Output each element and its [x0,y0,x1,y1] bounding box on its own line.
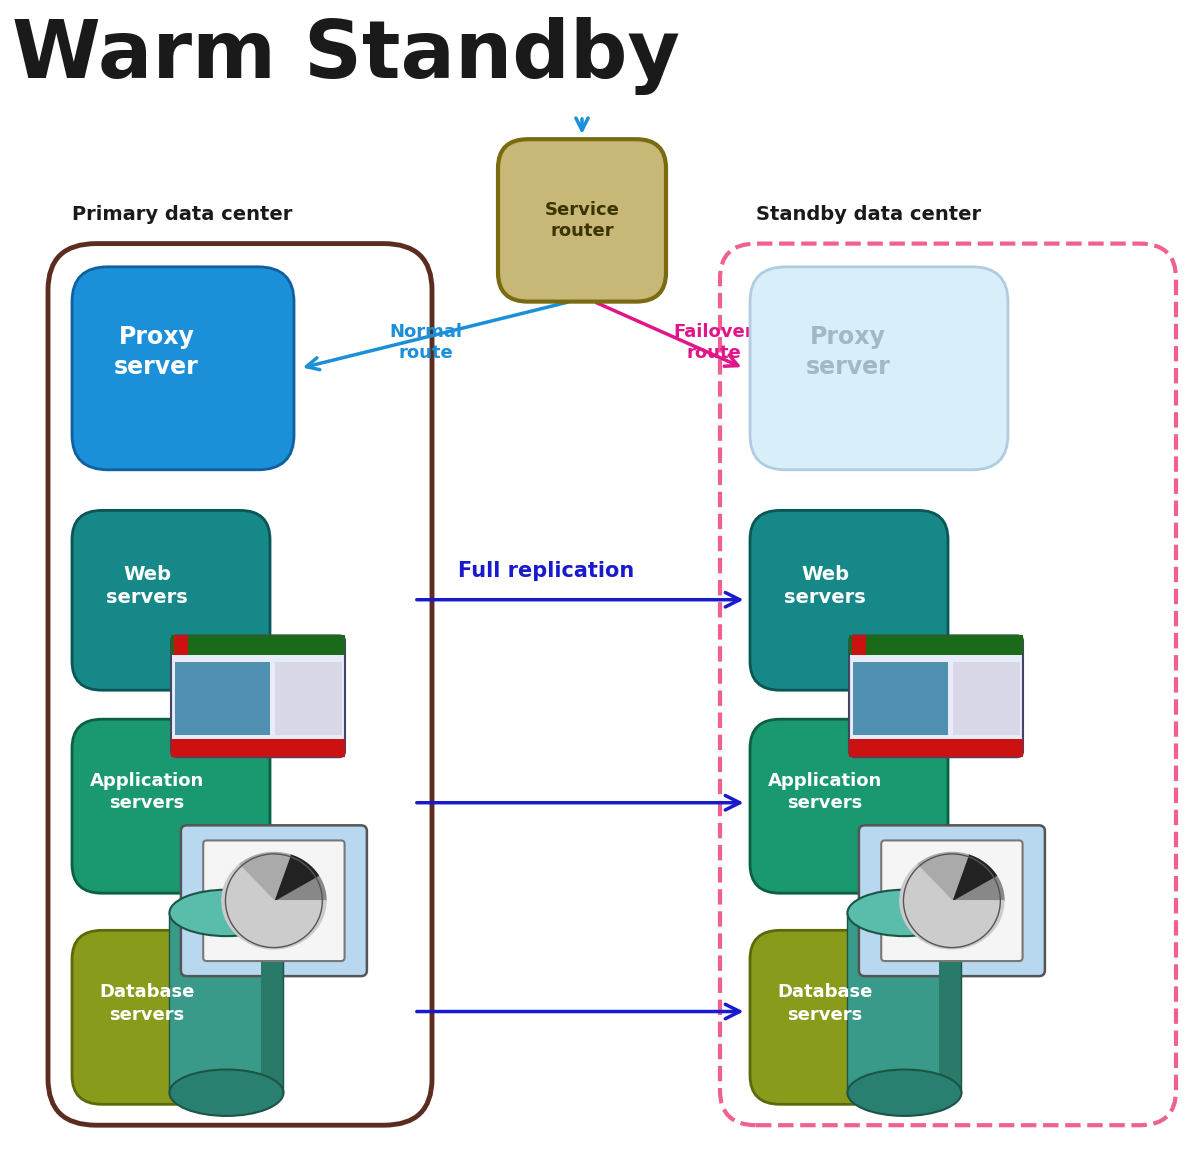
FancyBboxPatch shape [750,267,1008,470]
FancyBboxPatch shape [72,267,294,470]
Polygon shape [952,855,996,900]
Text: Warm Standby: Warm Standby [12,17,680,95]
Ellipse shape [847,1070,961,1116]
FancyBboxPatch shape [276,662,342,735]
Text: Application
servers: Application servers [90,773,204,812]
FancyBboxPatch shape [852,662,948,735]
Polygon shape [274,876,326,900]
Polygon shape [274,855,318,900]
Ellipse shape [847,890,961,936]
FancyBboxPatch shape [881,840,1022,960]
FancyBboxPatch shape [48,244,432,1125]
FancyBboxPatch shape [72,719,270,893]
FancyBboxPatch shape [181,826,367,977]
FancyBboxPatch shape [72,510,270,690]
FancyBboxPatch shape [750,719,948,893]
FancyBboxPatch shape [498,139,666,302]
FancyBboxPatch shape [72,930,270,1104]
FancyBboxPatch shape [175,662,270,735]
FancyBboxPatch shape [859,826,1045,977]
Polygon shape [222,864,326,949]
Text: Normal
route: Normal route [390,322,462,362]
Polygon shape [952,876,1004,900]
FancyBboxPatch shape [953,662,1020,735]
FancyBboxPatch shape [850,739,1022,757]
FancyBboxPatch shape [850,636,1022,757]
FancyBboxPatch shape [169,913,283,1093]
FancyBboxPatch shape [750,510,948,690]
FancyBboxPatch shape [260,913,283,1093]
FancyBboxPatch shape [750,930,948,1104]
FancyBboxPatch shape [847,913,961,1093]
FancyBboxPatch shape [174,636,188,655]
Polygon shape [917,853,968,900]
Polygon shape [900,864,1004,949]
FancyBboxPatch shape [852,636,866,655]
Text: Standby data center: Standby data center [756,205,982,224]
FancyBboxPatch shape [203,840,344,960]
Text: Failover
route: Failover route [673,322,755,362]
FancyBboxPatch shape [720,244,1176,1125]
Text: Web
servers: Web servers [107,565,188,607]
Text: Web
servers: Web servers [785,565,866,607]
FancyBboxPatch shape [172,739,346,757]
Text: Service
router: Service router [545,201,619,240]
Text: Database
servers: Database servers [100,984,194,1023]
FancyBboxPatch shape [172,636,346,757]
FancyBboxPatch shape [850,636,1022,655]
FancyBboxPatch shape [172,636,346,655]
Text: Database
servers: Database servers [778,984,872,1023]
Text: Proxy
server: Proxy server [114,325,199,379]
Text: Proxy
server: Proxy server [805,325,890,379]
FancyBboxPatch shape [938,913,961,1093]
Text: Full replication: Full replication [458,560,634,581]
Ellipse shape [169,1070,283,1116]
Polygon shape [239,853,290,900]
Text: Primary data center: Primary data center [72,205,293,224]
Ellipse shape [169,890,283,936]
Text: Application
servers: Application servers [768,773,882,812]
